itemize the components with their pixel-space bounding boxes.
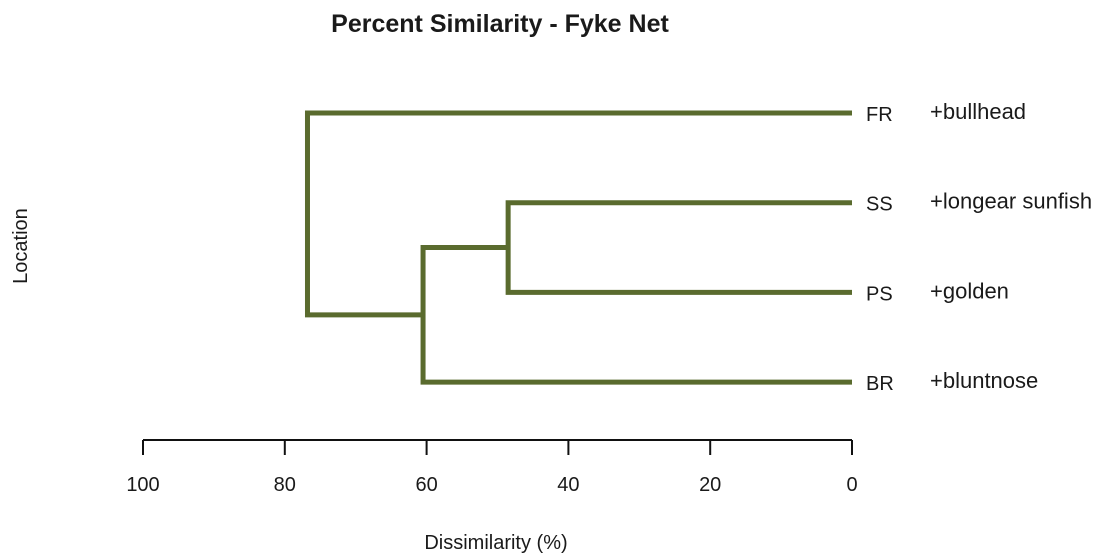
leaf-annotation-ps: +golden: [930, 278, 1009, 303]
x-axis: 100 80 60 40 20 0: [126, 439, 858, 496]
leaf-annotation-fr: +bullhead: [930, 99, 1026, 124]
leaf-label-fr: FR: [866, 104, 893, 126]
branch-fr-ss-ps-br: [304, 110, 852, 318]
x-axis-label: Dissimilarity (%): [424, 532, 567, 554]
branch-ss-ps: [505, 200, 852, 295]
x-tick-label-40: 40: [557, 474, 579, 496]
dendrogram-branches: [304, 110, 852, 385]
y-axis-label: Location: [10, 208, 32, 284]
leaf-annotation-br: +bluntnose: [930, 368, 1038, 393]
x-tick-label-0: 0: [846, 474, 857, 496]
leaf-label-ps: PS: [866, 283, 893, 305]
leaf-label-ss: SS: [866, 194, 893, 216]
chart-title: Percent Similarity - Fyke Net: [331, 10, 669, 38]
x-tick-label-60: 60: [415, 474, 437, 496]
x-tick-label-100: 100: [126, 474, 159, 496]
leaf-annotations: +bullhead +longear sunfish +golden +bluntno…: [930, 99, 1092, 393]
x-tick-label-80: 80: [274, 474, 296, 496]
x-axis-ticks: 100 80 60 40 20 0: [126, 440, 858, 496]
leaf-labels: FR SS PS BR: [866, 104, 894, 395]
leaf-label-br: BR: [866, 373, 894, 395]
branch-ss-ps-br: [420, 245, 852, 385]
leaf-annotation-ss: +longear sunfish: [930, 189, 1092, 214]
x-tick-label-20: 20: [699, 474, 721, 496]
